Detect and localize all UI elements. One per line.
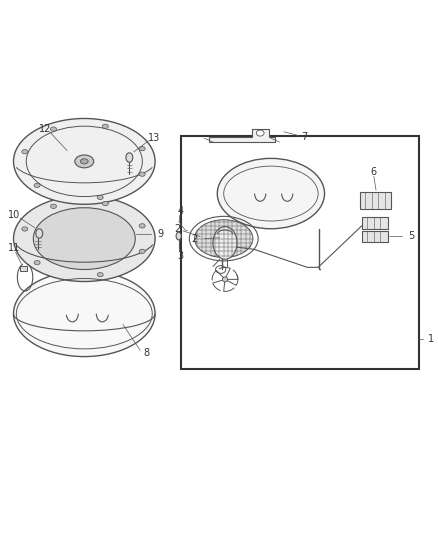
- Text: 1: 1: [428, 334, 434, 344]
- Text: 10: 10: [8, 210, 21, 220]
- Text: 2: 2: [174, 224, 180, 234]
- Ellipse shape: [139, 172, 145, 176]
- Text: 13: 13: [148, 133, 160, 143]
- Ellipse shape: [217, 158, 325, 229]
- Ellipse shape: [22, 150, 28, 154]
- Ellipse shape: [139, 249, 145, 254]
- Ellipse shape: [81, 159, 88, 164]
- Ellipse shape: [139, 224, 145, 228]
- Ellipse shape: [75, 155, 94, 168]
- Ellipse shape: [139, 147, 145, 151]
- Ellipse shape: [176, 232, 181, 240]
- Ellipse shape: [213, 227, 237, 259]
- Text: 8: 8: [143, 348, 149, 358]
- Text: 3: 3: [178, 251, 184, 261]
- Text: 4: 4: [178, 206, 184, 216]
- Ellipse shape: [126, 153, 133, 162]
- Text: 5: 5: [408, 231, 414, 240]
- Ellipse shape: [223, 277, 228, 282]
- Ellipse shape: [33, 208, 135, 270]
- Ellipse shape: [97, 195, 103, 199]
- Ellipse shape: [256, 130, 264, 136]
- Bar: [362, 231, 389, 243]
- Bar: [20, 266, 27, 271]
- Text: 12: 12: [39, 124, 51, 134]
- Ellipse shape: [34, 261, 40, 265]
- Text: 11: 11: [8, 243, 20, 253]
- Bar: [360, 192, 391, 208]
- Bar: [181, 135, 419, 369]
- Ellipse shape: [102, 201, 108, 206]
- Text: 6: 6: [371, 167, 377, 177]
- Ellipse shape: [50, 204, 57, 208]
- Ellipse shape: [102, 124, 108, 128]
- Ellipse shape: [36, 229, 42, 238]
- Bar: [362, 217, 389, 229]
- Ellipse shape: [22, 227, 28, 231]
- Polygon shape: [209, 129, 275, 142]
- Ellipse shape: [194, 220, 253, 257]
- Ellipse shape: [14, 196, 155, 281]
- Ellipse shape: [14, 271, 155, 357]
- Ellipse shape: [14, 118, 155, 204]
- Ellipse shape: [50, 127, 57, 131]
- Ellipse shape: [34, 183, 40, 188]
- Text: 7: 7: [301, 132, 307, 142]
- Text: 2: 2: [192, 233, 198, 244]
- Ellipse shape: [97, 272, 103, 277]
- Text: 9: 9: [157, 229, 163, 239]
